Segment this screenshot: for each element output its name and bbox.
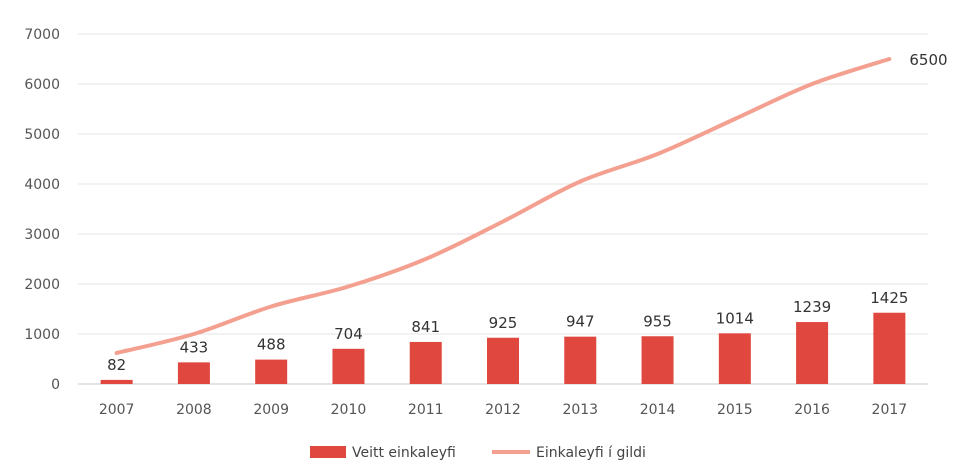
bar-data-label: 488 [257, 336, 286, 354]
bar [796, 322, 829, 384]
line-point [425, 258, 427, 260]
y-tick-label: 0 [51, 377, 60, 393]
bar [332, 348, 365, 384]
y-tick-label: 1000 [24, 327, 60, 343]
x-tick-label: 2010 [331, 402, 367, 418]
x-tick-label: 2014 [640, 402, 676, 418]
line-point [116, 352, 118, 354]
y-tick-label: 4000 [24, 177, 60, 193]
x-tick-label: 2017 [872, 402, 908, 418]
line-point [270, 306, 272, 307]
x-tick-label: 2012 [485, 402, 521, 418]
legend-label-bar: Veitt einkaleyfi [352, 445, 456, 461]
bar-data-label: 1014 [716, 309, 754, 327]
y-tick-label: 5000 [24, 127, 60, 143]
x-tick-label: 2011 [408, 402, 444, 418]
line-series-path [114, 57, 892, 355]
y-tick-label: 3000 [24, 227, 60, 243]
bar [641, 336, 674, 384]
line-point [347, 286, 349, 287]
bar-data-label: 433 [180, 338, 209, 356]
line-point [502, 221, 504, 222]
line-point [579, 181, 581, 182]
bar [409, 341, 442, 384]
bar-data-label: 841 [411, 318, 440, 336]
bar-data-label: 925 [489, 314, 518, 332]
data-labels: 82 433 488 704 841 925 947 955 1014 1239 1425 6500 [107, 51, 947, 374]
line-point [811, 83, 813, 85]
y-tick-label: 6000 [24, 77, 60, 93]
bar-data-label: 955 [643, 312, 672, 330]
line-series [114, 57, 892, 355]
x-tick-label: 2009 [253, 402, 289, 418]
line-point [657, 153, 659, 155]
bar-data-label: 1425 [870, 289, 908, 307]
gridlines [78, 33, 928, 385]
line-point [193, 333, 195, 335]
bar [718, 333, 751, 384]
bar [487, 337, 519, 384]
bar-series [100, 312, 906, 384]
y-tick-label: 7000 [24, 27, 60, 43]
x-tick-label: 2008 [176, 402, 212, 418]
legend-label-line: Einkaleyfi í gildi [536, 445, 646, 461]
x-tick-label: 2007 [99, 402, 135, 418]
x-tick-label: 2015 [717, 402, 753, 418]
legend-swatch-bar [310, 446, 346, 458]
bar [100, 379, 133, 384]
bar-data-label: 704 [334, 325, 363, 343]
line-end-label: 6500 [909, 51, 947, 69]
bar-data-label: 947 [566, 313, 595, 331]
legend: Veitt einkaleyfi Einkaleyfi í gildi [310, 445, 646, 461]
bar [255, 359, 288, 384]
bar [873, 312, 906, 384]
x-tick-label: 2013 [562, 402, 598, 418]
bar [564, 336, 597, 384]
y-axis-ticks: 0 1000 2000 3000 4000 5000 6000 7000 [24, 27, 60, 393]
bar-data-label: 1239 [793, 298, 831, 316]
line-point [888, 58, 890, 60]
line-point [734, 118, 736, 120]
x-axis-ticks: 2007 2008 2009 2010 2011 2012 2013 2014 2015 2016… [99, 402, 907, 418]
x-tick-label: 2016 [794, 402, 830, 418]
bar-data-label: 82 [107, 356, 126, 374]
bar [177, 362, 210, 384]
y-tick-label: 2000 [24, 277, 60, 293]
